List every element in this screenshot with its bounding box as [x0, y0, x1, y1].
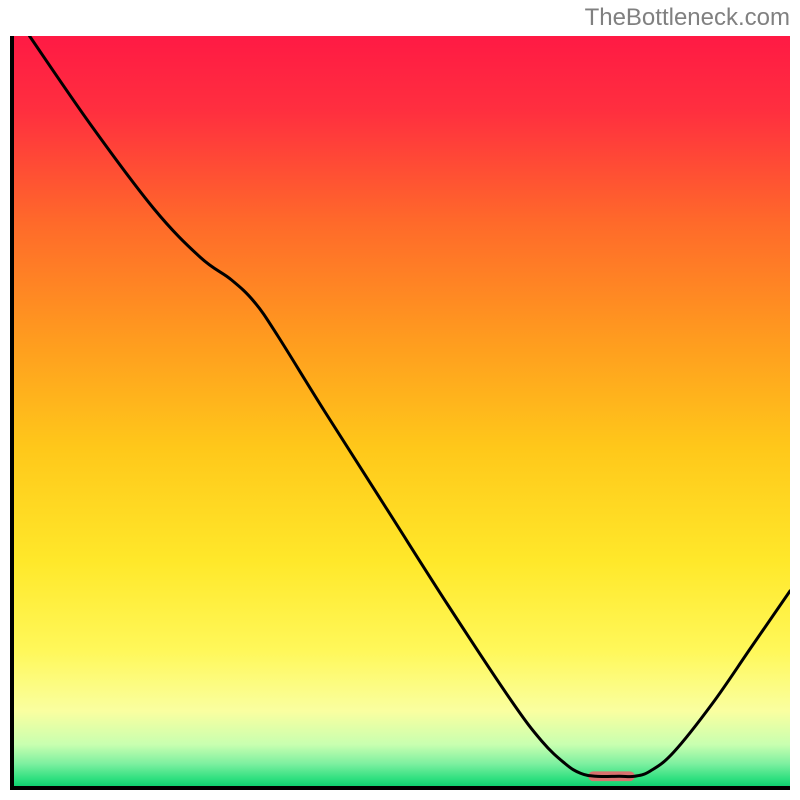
chart-container: TheBottleneck.com	[0, 0, 800, 800]
watermark-text: TheBottleneck.com	[585, 4, 790, 32]
plot-background	[14, 36, 790, 786]
plot-area	[10, 36, 790, 790]
